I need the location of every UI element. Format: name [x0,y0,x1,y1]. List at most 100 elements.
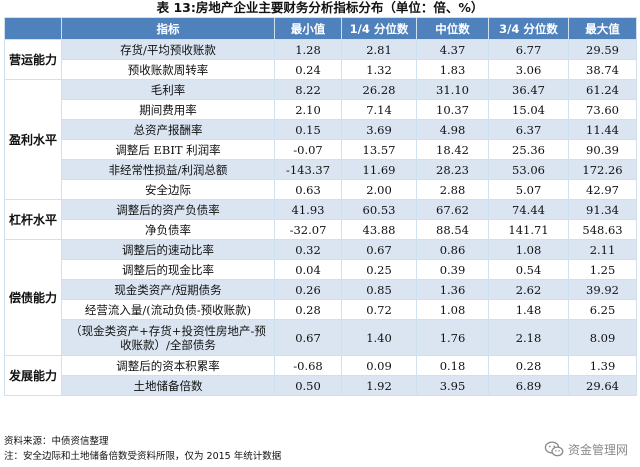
q1-cell: 0.67 [341,239,417,260]
table-row: 非经常性损益/利润总额 -143.37 11.69 28.23 53.06 172.26 [5,159,637,180]
min-cell: 8.22 [274,79,342,100]
max-cell: 91.34 [568,199,637,220]
max-cell: 11.44 [568,119,637,140]
q1-cell: 11.69 [341,159,417,180]
max-cell: 1.25 [568,259,637,280]
q3-cell: 6.89 [488,375,569,396]
max-cell: 2.11 [568,239,637,260]
min-cell: 0.50 [274,375,342,396]
max-cell: 61.24 [568,79,637,100]
table-row: 净负债率 -32.07 43.88 88.54 141.71 548.63 [5,219,637,240]
group-label: 营运能力 [4,39,62,80]
min-cell: -0.07 [274,139,342,160]
q1-cell: 0.72 [341,299,417,320]
group-label: 偿债能力 [4,239,62,356]
median-cell: 2.88 [416,179,489,200]
min-cell: 2.10 [274,99,342,120]
min-cell: 0.32 [274,239,342,260]
max-cell: 172.26 [568,159,637,180]
q1-cell: 13.57 [341,139,417,160]
max-cell: 29.59 [568,39,637,60]
indicator-cell: 经营流入量/(流动负债-预收账款) [61,299,275,320]
header-q1: 1/4 分位数 [341,17,417,40]
table-row: 发展能力 调整后的资本积累率 -0.68 0.09 0.18 0.28 1.39 [4,355,637,396]
group-label: 发展能力 [4,355,62,396]
min-cell: 0.28 [274,299,342,320]
q1-cell: 7.14 [341,99,417,120]
min-cell: -143.37 [274,159,342,180]
header-q3: 3/4 分位数 [488,17,569,40]
median-cell: 0.39 [416,259,489,280]
table-row: 总资产报酬率 0.15 3.69 4.98 6.37 11.44 [5,119,637,140]
median-cell: 0.18 [416,355,489,376]
median-cell: 18.42 [416,139,489,160]
max-cell: 1.39 [568,355,637,376]
table-row: 安全边际 0.63 2.00 2.88 5.07 42.97 [5,179,637,200]
q3-cell: 2.62 [488,279,569,300]
footnotes: 资料来源：中债资信整理 注：安全边际和土地储备倍数受资料所限，仅为 2015 年… [4,434,474,464]
q3-cell: 6.77 [488,39,569,60]
q1-cell: 60.53 [341,199,417,220]
header-max: 最大值 [568,17,637,40]
max-cell: 42.97 [568,179,637,200]
header-min: 最小值 [274,17,342,40]
source-note: 资料来源：中债资信整理 [4,436,109,447]
min-cell: 0.15 [274,119,342,140]
indicator-cell: 现金类资产/短期债务 [61,279,275,300]
indicator-cell: 调整后的现金比率 [61,259,275,280]
median-cell: 88.54 [416,219,489,240]
q1-cell: 26.28 [341,79,417,100]
watermark-text: 资金管理网 [567,442,628,457]
min-cell: 0.67 [274,319,342,356]
table-row: 偿债能力 调整后的速动比率 0.32 0.67 0.86 1.08 2.11 [4,239,637,356]
indicator-cell: 土地储备倍数 [61,375,275,396]
q3-cell: 25.36 [488,139,569,160]
header-group-cell [4,17,62,40]
q3-cell: 1.08 [488,239,569,260]
max-cell: 6.25 [568,299,637,320]
indicator-cell: 调整后的速动比率 [61,239,275,260]
table-row: 预收账款周转率 0.24 1.32 1.83 3.06 38.74 [5,59,637,80]
min-cell: 41.93 [274,199,342,220]
min-cell: 0.24 [274,59,342,80]
table-row: 盈利水平 毛利率 8.22 26.28 31.10 36.47 61.24 [4,79,637,200]
wechat-icon [544,440,564,458]
table-row: 调整后的现金比率 0.04 0.25 0.39 0.54 1.25 [5,259,637,280]
q1-cell: 3.69 [341,119,417,140]
indicator-cell: 期间费用率 [61,99,275,120]
q3-cell: 1.48 [488,299,569,320]
min-cell: 0.63 [274,179,342,200]
median-cell: 3.95 [416,375,489,396]
min-cell: -32.07 [274,219,342,240]
table-row: 土地储备倍数 0.50 1.92 3.95 6.89 29.64 [5,375,637,396]
q1-cell: 2.00 [341,179,417,200]
q1-cell: 1.92 [341,375,417,396]
table-row: 调整后 EBIT 利润率 -0.07 13.57 18.42 25.36 90.39 [5,139,637,160]
min-cell: 0.26 [274,279,342,300]
q3-cell: 2.18 [488,319,569,356]
header-median: 中位数 [416,17,489,40]
q1-cell: 2.81 [341,39,417,60]
median-cell: 28.23 [416,159,489,180]
indicator-cell: 调整后的资产负债率 [61,199,275,220]
max-cell: 29.64 [568,375,637,396]
median-cell: 1.08 [416,299,489,320]
header-indicator: 指标 [61,17,275,40]
min-cell: 0.04 [274,259,342,280]
table-row: 营运能力 存货/平均预收账款 1.28 2.81 4.37 6.77 29.59 [4,39,637,80]
indicator-cell: 调整后的资本积累率 [61,355,275,376]
q3-cell: 0.54 [488,259,569,280]
table-row: 现金类资产/短期债务 0.26 0.85 1.36 2.62 39.92 [5,279,637,300]
table-row: 经营流入量/(流动负债-预收账款) 0.28 0.72 1.08 1.48 6.25 [5,299,637,320]
q1-cell: 1.40 [341,319,417,356]
median-cell: 0.86 [416,239,489,260]
watermark: 资金管理网 [544,438,628,460]
indicator-cell: 预收账款周转率 [61,59,275,80]
indicator-cell: 安全边际 [61,179,275,200]
q1-cell: 1.32 [341,59,417,80]
q1-cell: 43.88 [341,219,417,240]
q1-cell: 0.85 [341,279,417,300]
median-cell: 67.62 [416,199,489,220]
table-row: 杠杆水平 调整后的资产负债率 41.93 60.53 67.62 74.44 91.34 [4,199,637,240]
indicator-cell: 非经常性损益/利润总额 [61,159,275,180]
